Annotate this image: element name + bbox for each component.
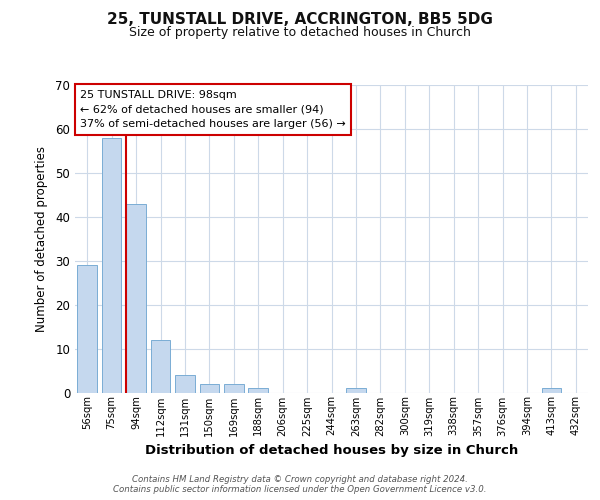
Bar	[542, 388, 561, 392]
Bar	[151, 340, 170, 392]
Bar	[248, 388, 268, 392]
Bar	[224, 384, 244, 392]
Text: 25, TUNSTALL DRIVE, ACCRINGTON, BB5 5DG: 25, TUNSTALL DRIVE, ACCRINGTON, BB5 5DG	[107, 12, 493, 28]
Bar	[127, 204, 146, 392]
Bar	[346, 388, 366, 392]
X-axis label: Distribution of detached houses by size in Church: Distribution of detached houses by size …	[145, 444, 518, 457]
Text: 25 TUNSTALL DRIVE: 98sqm
← 62% of detached houses are smaller (94)
37% of semi-d: 25 TUNSTALL DRIVE: 98sqm ← 62% of detach…	[80, 90, 346, 129]
Bar	[175, 375, 194, 392]
Bar	[77, 265, 97, 392]
Bar	[200, 384, 219, 392]
Text: Size of property relative to detached houses in Church: Size of property relative to detached ho…	[129, 26, 471, 39]
Y-axis label: Number of detached properties: Number of detached properties	[35, 146, 49, 332]
Bar	[102, 138, 121, 392]
Text: Contains HM Land Registry data © Crown copyright and database right 2024.
Contai: Contains HM Land Registry data © Crown c…	[113, 474, 487, 494]
